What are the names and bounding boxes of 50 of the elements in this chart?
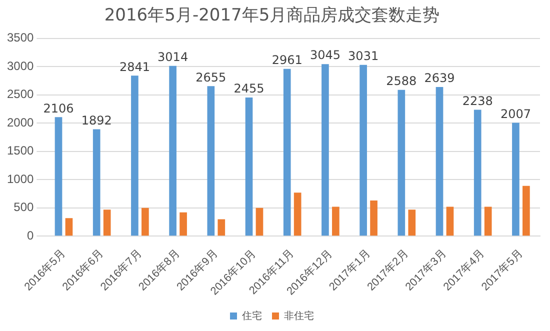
y-tick-label: 500 [14,200,34,214]
data-label: 2455 [234,82,264,96]
y-tick-label: 2000 [6,115,34,130]
y-tick-label: 3500 [6,30,34,45]
bar [446,206,454,236]
bar [131,76,138,236]
data-label: 3014 [158,50,188,64]
bar [207,86,215,236]
data-label: 1892 [81,113,112,128]
y-tick-label: 2500 [6,87,34,102]
y-tick-label: 1000 [6,172,34,186]
bar [283,68,291,236]
bar [408,210,416,236]
data-label: 2106 [43,101,74,116]
bar [322,64,329,236]
bar [512,122,520,236]
bar [370,200,378,236]
bar [245,97,253,236]
data-label: 2961 [272,52,302,67]
bar [92,129,100,236]
bar [169,66,176,236]
bar [474,110,482,236]
bar [218,219,226,236]
data-label: 2639 [424,71,455,86]
data-label: 2238 [462,94,493,108]
bar [54,117,62,236]
y-tick-label: 0 [27,228,34,242]
bar [360,64,367,236]
data-label: 3045 [310,48,340,62]
bar [436,87,444,236]
bar [180,212,187,236]
bar [65,218,73,236]
y-tick-label: 1500 [6,144,34,158]
bar [398,90,406,236]
chart-title: 2016年5月-2017年5月商品房成交套数走势 [104,6,440,26]
data-label: 2655 [196,70,226,84]
legend-label: 住宅 [242,310,262,322]
bar [522,186,530,236]
data-label: 3031 [348,49,379,64]
y-tick-label: 3000 [6,58,34,73]
bar [294,192,302,236]
bar [103,210,111,236]
data-label: 2841 [119,60,150,74]
data-label: 2007 [500,106,531,121]
bar [332,206,340,236]
legend-label: 非住宅 [284,310,314,322]
data-label: 2588 [386,74,417,88]
bar [256,208,264,236]
bar [484,206,492,236]
bar [142,208,149,236]
